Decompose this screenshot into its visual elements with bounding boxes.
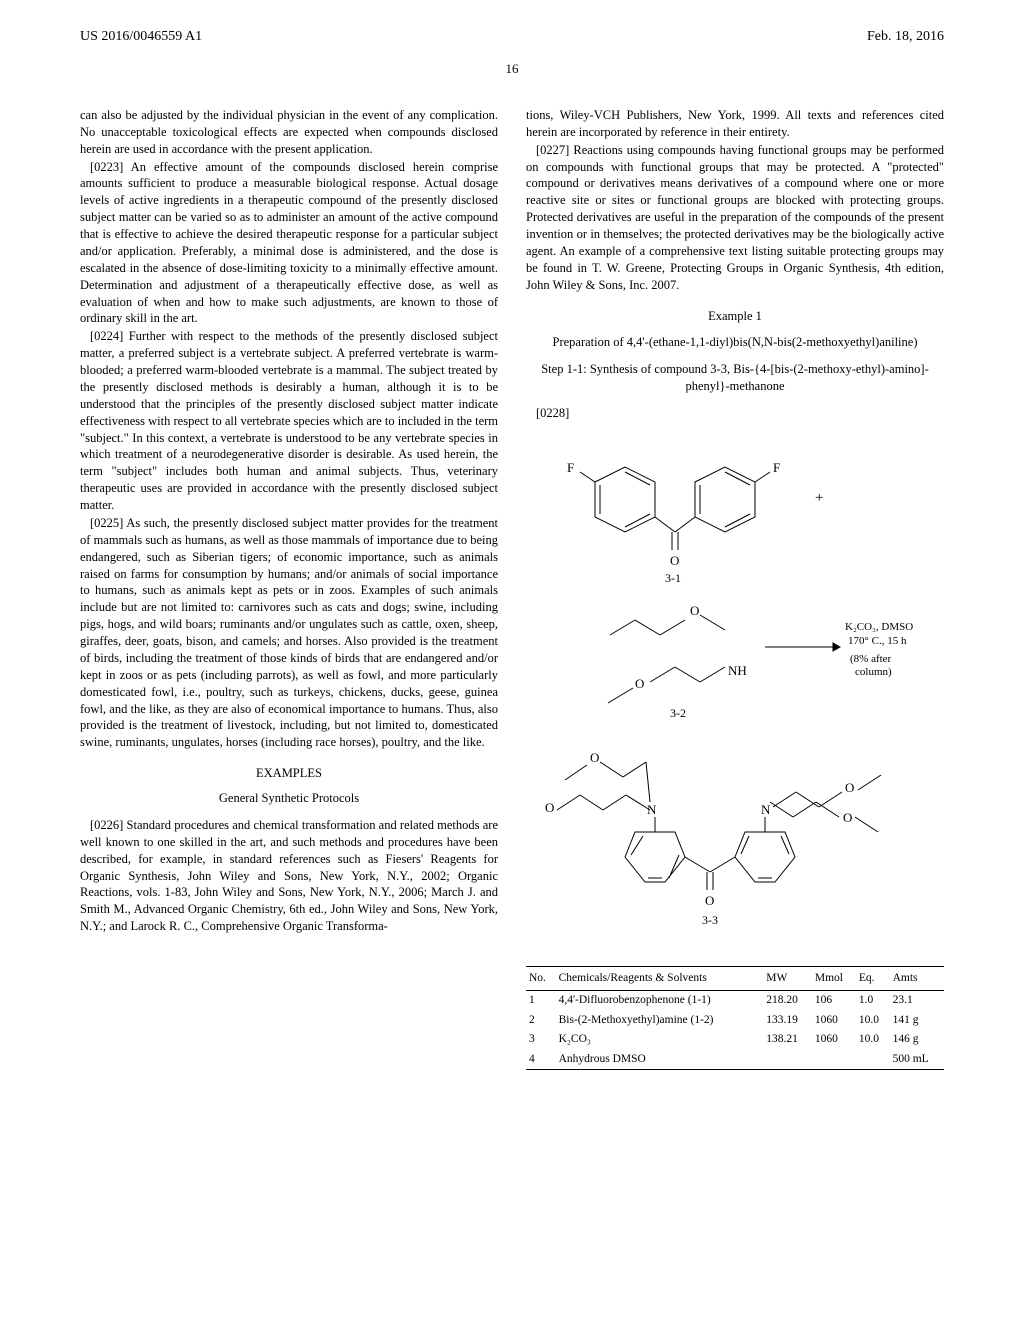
svg-text:O: O [670,553,679,568]
paragraph-cont: can also be adjusted by the individual p… [80,107,498,158]
reagent-text: (8% after [850,653,892,665]
table-header: Mmol [812,966,856,991]
para-text: As such, the presently disclosed subject… [80,516,498,749]
table-cell: 4 [526,1050,556,1070]
para-num: [0228] [536,406,569,420]
paragraph-0227: [0227] Reactions using compounds having … [526,142,944,294]
paragraph-0225: [0225] As such, the presently disclosed … [80,515,498,751]
table-cell: 146 g [890,1030,944,1050]
svg-text:O: O [590,750,599,765]
svg-text:O: O [705,893,714,908]
table-cell: 10.0 [856,1011,890,1031]
table-header: Eq. [856,966,890,991]
reagent-text: K₂CO₃, DMSO [845,621,913,633]
paragraph-cont: tions, Wiley-VCH Publishers, New York, 1… [526,107,944,141]
table-row: 2 Bis-(2-Methoxyethyl)amine (1-2) 133.19… [526,1011,944,1031]
examples-heading: EXAMPLES [80,765,498,782]
main-content: can also be adjusted by the individual p… [0,47,1024,1091]
svg-text:O: O [690,603,699,618]
table-cell: 2 [526,1011,556,1031]
para-text: Further with respect to the methods of t… [80,329,498,512]
reagents-table: No. Chemicals/Reagents & Solvents MW Mmo… [526,966,944,1071]
table-cell: 1 [526,991,556,1011]
table-cell: 141 g [890,1011,944,1031]
svg-text:F: F [567,460,574,475]
table-cell: 3 [526,1030,556,1050]
svg-text:F: F [773,460,780,475]
step-heading: Step 1-1: Synthesis of compound 3-3, Bis… [526,361,944,395]
svg-text:N: N [647,802,657,817]
protocols-heading: General Synthetic Protocols [80,790,498,807]
table-cell: 23.1 [890,991,944,1011]
svg-text:NH: NH [728,663,747,678]
scheme-svg: F F O + 3-1 [535,432,935,952]
table-cell: 106 [812,991,856,1011]
compound-3-2-label: 3-2 [670,706,686,720]
table-cell: 500 mL [890,1050,944,1070]
svg-text:O: O [635,676,644,691]
example-1-heading: Example 1 [526,308,944,325]
page-number: 16 [506,60,519,78]
para-num: [0225] [90,516,123,530]
table-row: 4 Anhydrous DMSO 500 mL [526,1050,944,1070]
svg-text:O: O [545,800,554,815]
para-num: [0223] [90,160,123,174]
table-cell: K₂CO₃ [556,1030,764,1050]
left-column: can also be adjusted by the individual p… [80,107,498,1071]
preparation-heading: Preparation of 4,4'-(ethane-1,1-diyl)bis… [526,334,944,351]
table-cell: Anhydrous DMSO [556,1050,764,1070]
table-cell: 1060 [812,1030,856,1050]
para-text: Reactions using compounds having functio… [526,143,944,292]
table-cell: 1.0 [856,991,890,1011]
para-num: [0226] [90,818,123,832]
svg-text:O: O [845,780,854,795]
paragraph-0224: [0224] Further with respect to the metho… [80,328,498,514]
patent-number: US 2016/0046559 A1 [80,28,202,47]
compound-3-3-label: 3-3 [702,913,718,927]
para-text: Standard procedures and chemical transfo… [80,818,498,933]
table-cell: 10.0 [856,1030,890,1050]
table-row: 1 4,4'-Difluorobenzophenone (1-1) 218.20… [526,991,944,1011]
svg-text:N: N [761,802,771,817]
paragraph-0223: [0223] An effective amount of the compou… [80,159,498,328]
table-cell [856,1050,890,1070]
table-cell: 1060 [812,1011,856,1031]
reagent-text: column) [855,666,892,678]
plus-sign: + [815,490,823,506]
table-cell [812,1050,856,1070]
reaction-scheme: F F O + 3-1 [526,432,944,952]
table-header: Amts [890,966,944,991]
table-cell [763,1050,812,1070]
table-cell: 133.19 [763,1011,812,1031]
table-header-row: No. Chemicals/Reagents & Solvents MW Mmo… [526,966,944,991]
table-cell: Bis-(2-Methoxyethyl)amine (1-2) [556,1011,764,1031]
table-cell: 4,4'-Difluorobenzophenone (1-1) [556,991,764,1011]
paragraph-0226: [0226] Standard procedures and chemical … [80,817,498,935]
right-column: tions, Wiley-VCH Publishers, New York, 1… [526,107,944,1071]
table-row: 3 K₂CO₃ 138.21 1060 10.0 146 g [526,1030,944,1050]
svg-text:O: O [843,810,852,825]
paragraph-0228: [0228] [526,405,944,422]
reagent-text: 170° C., 15 h [848,635,907,647]
compound-3-1-label: 3-1 [665,571,681,585]
table-header: MW [763,966,812,991]
para-num: [0224] [90,329,123,343]
table-header: No. [526,966,556,991]
para-text: An effective amount of the compounds dis… [80,160,498,326]
table-header: Chemicals/Reagents & Solvents [556,966,764,991]
table-cell: 138.21 [763,1030,812,1050]
patent-date: Feb. 18, 2016 [867,28,944,47]
table-cell: 218.20 [763,991,812,1011]
para-num: [0227] [536,143,569,157]
